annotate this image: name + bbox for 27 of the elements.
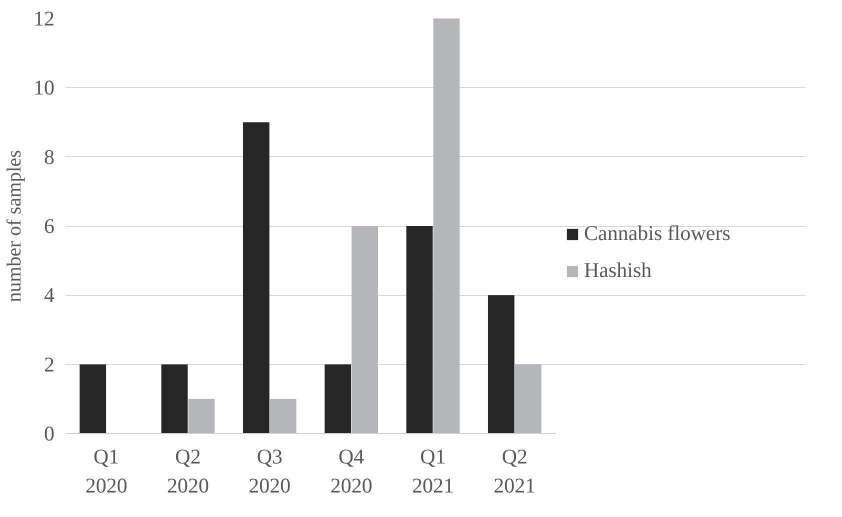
y-tick-label: 4 xyxy=(44,283,55,308)
y-tick-label: 6 xyxy=(44,214,54,238)
x-tick-label: Q2 2021 xyxy=(494,444,536,498)
bar xyxy=(188,398,215,434)
bar xyxy=(406,226,433,434)
legend-label: Hashish xyxy=(584,258,652,283)
y-tick-label: 2 xyxy=(44,352,54,376)
bar xyxy=(242,122,270,434)
y-tick-label: 0 xyxy=(44,422,54,446)
x-tick-label: Q1 2021 xyxy=(412,444,454,498)
x-tick-label: Q2 2020 xyxy=(167,444,209,498)
bar xyxy=(433,18,460,434)
x-tick-label: Q1 2020 xyxy=(85,444,128,498)
bar xyxy=(324,364,352,434)
x-tick-label: Q3 2020 xyxy=(248,444,291,498)
y-tick-label: 10 xyxy=(34,76,54,100)
x-tick-label: Q4 2020 xyxy=(330,444,372,498)
bar xyxy=(352,226,378,434)
bar xyxy=(161,364,188,434)
bar xyxy=(488,295,514,434)
bar xyxy=(80,364,106,434)
bar xyxy=(514,364,542,434)
legend-label: Cannabis flowers xyxy=(584,221,730,246)
y-tick-label: 8 xyxy=(44,144,54,169)
y-tick-label: 12 xyxy=(34,6,54,30)
y-axis-title: number of samples xyxy=(4,150,26,302)
bar xyxy=(270,398,296,434)
